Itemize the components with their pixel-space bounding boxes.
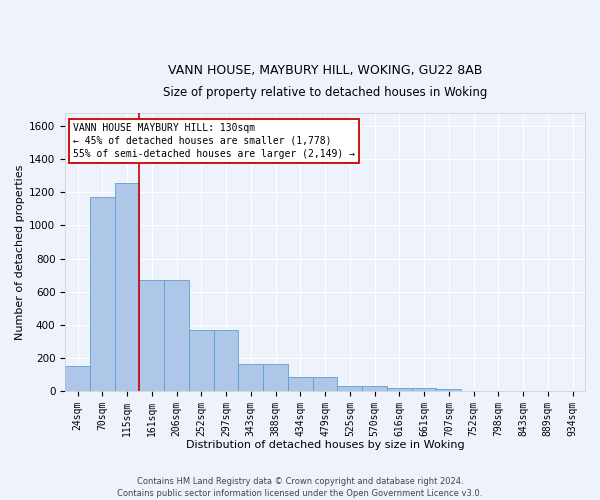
Bar bbox=[139, 280, 164, 391]
Bar bbox=[288, 378, 313, 391]
Bar bbox=[387, 388, 412, 391]
Bar bbox=[214, 330, 238, 391]
Bar bbox=[436, 389, 461, 391]
Bar bbox=[115, 182, 139, 391]
Bar bbox=[90, 198, 115, 391]
Bar bbox=[362, 386, 387, 391]
Text: VANN HOUSE, MAYBURY HILL, WOKING, GU22 8AB: VANN HOUSE, MAYBURY HILL, WOKING, GU22 8… bbox=[168, 64, 482, 77]
Bar bbox=[412, 388, 436, 391]
Bar bbox=[263, 364, 288, 391]
Bar bbox=[164, 280, 189, 391]
Bar bbox=[337, 386, 362, 391]
X-axis label: Distribution of detached houses by size in Woking: Distribution of detached houses by size … bbox=[186, 440, 464, 450]
Text: VANN HOUSE MAYBURY HILL: 130sqm
← 45% of detached houses are smaller (1,778)
55%: VANN HOUSE MAYBURY HILL: 130sqm ← 45% of… bbox=[73, 123, 355, 159]
Y-axis label: Number of detached properties: Number of detached properties bbox=[15, 164, 25, 340]
Bar bbox=[238, 364, 263, 391]
Bar bbox=[189, 330, 214, 391]
Text: Contains HM Land Registry data © Crown copyright and database right 2024.
Contai: Contains HM Land Registry data © Crown c… bbox=[118, 476, 482, 498]
Bar bbox=[65, 366, 90, 391]
Text: Size of property relative to detached houses in Woking: Size of property relative to detached ho… bbox=[163, 86, 487, 99]
Bar bbox=[313, 378, 337, 391]
